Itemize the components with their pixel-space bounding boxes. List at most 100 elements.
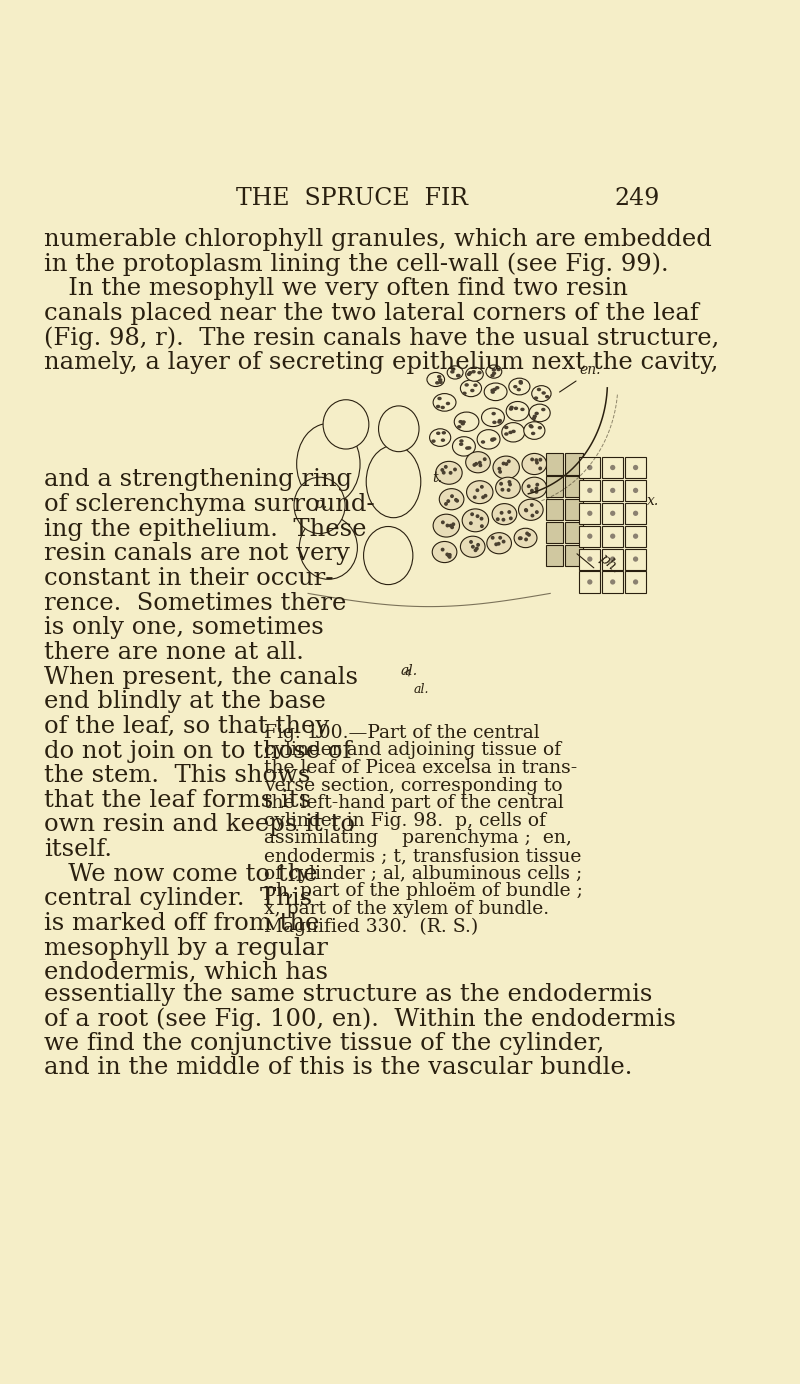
Circle shape xyxy=(610,534,615,538)
Text: constant in their occur-: constant in their occur- xyxy=(44,567,334,590)
Bar xyxy=(579,572,600,592)
Circle shape xyxy=(444,465,448,469)
Ellipse shape xyxy=(487,533,511,554)
Ellipse shape xyxy=(506,401,529,421)
Text: endodermis ; t, transfusion tissue: endodermis ; t, transfusion tissue xyxy=(264,847,582,865)
Ellipse shape xyxy=(518,500,543,520)
Circle shape xyxy=(534,487,538,490)
Circle shape xyxy=(610,511,615,516)
Text: x, part of the xylem of bundle.: x, part of the xylem of bundle. xyxy=(264,900,550,918)
Text: resin canals are not very: resin canals are not very xyxy=(44,543,350,565)
Bar xyxy=(625,457,646,477)
Circle shape xyxy=(475,515,479,518)
Circle shape xyxy=(498,536,502,540)
Ellipse shape xyxy=(378,406,419,451)
Circle shape xyxy=(475,547,478,551)
Ellipse shape xyxy=(442,430,446,435)
Circle shape xyxy=(498,466,502,471)
Circle shape xyxy=(474,462,478,466)
Ellipse shape xyxy=(363,526,413,584)
Circle shape xyxy=(441,548,445,552)
Bar xyxy=(579,480,600,501)
Ellipse shape xyxy=(474,383,478,388)
Circle shape xyxy=(587,487,593,493)
Circle shape xyxy=(587,511,593,516)
Text: assimilating    parenchyma ;  en,: assimilating parenchyma ; en, xyxy=(264,829,572,847)
Circle shape xyxy=(450,494,454,498)
Circle shape xyxy=(449,471,453,475)
Ellipse shape xyxy=(513,385,518,389)
Circle shape xyxy=(524,508,528,512)
Circle shape xyxy=(525,531,529,536)
Circle shape xyxy=(446,523,450,527)
Ellipse shape xyxy=(459,439,464,443)
Circle shape xyxy=(451,522,455,526)
Ellipse shape xyxy=(323,400,369,448)
Bar xyxy=(625,502,646,525)
Ellipse shape xyxy=(450,370,454,374)
Ellipse shape xyxy=(438,381,442,383)
Circle shape xyxy=(469,540,473,544)
Ellipse shape xyxy=(435,381,439,385)
Ellipse shape xyxy=(484,383,507,400)
Text: mesophyll by a regular: mesophyll by a regular xyxy=(44,937,328,959)
Ellipse shape xyxy=(453,437,475,457)
Ellipse shape xyxy=(481,440,486,444)
Text: is marked off from the: is marked off from the xyxy=(44,912,319,936)
Circle shape xyxy=(497,541,501,545)
Circle shape xyxy=(498,471,502,473)
Circle shape xyxy=(448,555,451,559)
Bar xyxy=(625,480,646,501)
Text: do not join on to those of: do not join on to those of xyxy=(44,739,351,763)
Circle shape xyxy=(480,525,484,529)
Text: central cylinder.  This: central cylinder. This xyxy=(44,887,312,911)
Ellipse shape xyxy=(493,388,497,392)
Ellipse shape xyxy=(471,370,476,374)
Bar xyxy=(565,500,582,520)
Ellipse shape xyxy=(514,529,537,548)
Text: When present, the canals: When present, the canals xyxy=(44,666,358,689)
Ellipse shape xyxy=(529,404,550,422)
Circle shape xyxy=(442,471,446,475)
Ellipse shape xyxy=(504,432,509,436)
Circle shape xyxy=(508,483,512,486)
Text: rence.  Sometimes there: rence. Sometimes there xyxy=(44,591,346,614)
Ellipse shape xyxy=(495,386,499,389)
Circle shape xyxy=(538,458,542,462)
Text: Fig. 100.—Part of the central: Fig. 100.—Part of the central xyxy=(264,724,540,742)
Ellipse shape xyxy=(299,516,358,580)
Ellipse shape xyxy=(446,401,450,406)
Circle shape xyxy=(440,468,444,472)
Ellipse shape xyxy=(520,408,525,411)
Text: 249: 249 xyxy=(615,187,660,210)
Circle shape xyxy=(610,556,615,562)
Circle shape xyxy=(530,502,534,507)
Circle shape xyxy=(524,537,528,541)
Bar xyxy=(546,454,563,475)
Circle shape xyxy=(509,516,513,520)
Bar xyxy=(625,548,646,570)
Ellipse shape xyxy=(496,477,520,498)
Circle shape xyxy=(502,540,506,544)
Circle shape xyxy=(633,534,638,538)
Circle shape xyxy=(633,556,638,562)
Ellipse shape xyxy=(462,509,489,531)
Bar xyxy=(565,476,582,497)
Circle shape xyxy=(441,520,445,525)
Circle shape xyxy=(501,487,504,491)
Bar xyxy=(579,457,600,477)
Bar xyxy=(546,545,563,566)
Ellipse shape xyxy=(496,368,501,371)
Circle shape xyxy=(505,462,508,466)
Circle shape xyxy=(587,580,593,584)
Circle shape xyxy=(475,489,479,493)
Bar xyxy=(602,572,623,592)
Circle shape xyxy=(444,502,448,505)
Bar xyxy=(602,548,623,570)
Ellipse shape xyxy=(490,389,494,392)
Circle shape xyxy=(534,458,538,462)
Text: in the protoplasm lining the cell-wall (see Fig. 99).: in the protoplasm lining the cell-wall (… xyxy=(44,253,669,277)
Text: the left-hand part of the central: the left-hand part of the central xyxy=(264,794,564,812)
Circle shape xyxy=(506,489,510,491)
Ellipse shape xyxy=(492,504,517,525)
